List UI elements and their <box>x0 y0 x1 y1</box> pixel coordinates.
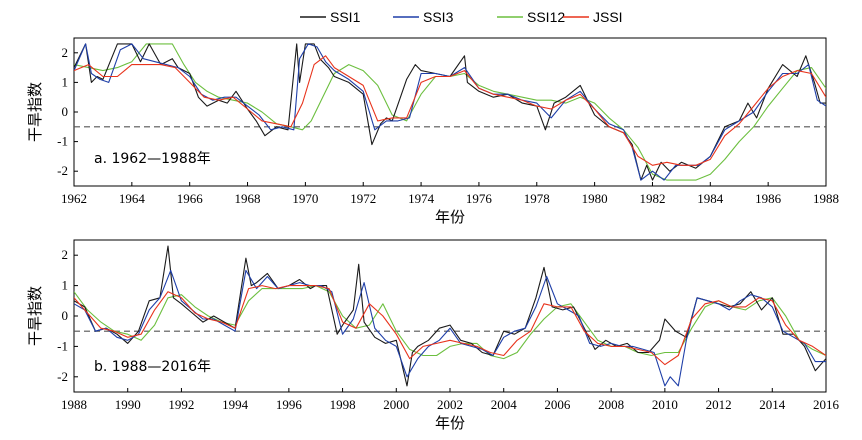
panel-title: b. 1988—2016年 <box>94 359 211 375</box>
x-tick-label: 1968 <box>235 191 261 206</box>
x-tick-label: 2012 <box>706 397 732 412</box>
y-tick-label: -2 <box>57 369 68 384</box>
x-axis-label: 年份 <box>435 414 465 432</box>
x-axis-label: 年份 <box>435 208 465 226</box>
x-tick-label: 1992 <box>168 397 194 412</box>
x-tick-label: 1964 <box>119 191 146 206</box>
x-tick-label: 1990 <box>115 397 141 412</box>
legend-label-ssi1: SSI1 <box>330 9 361 25</box>
x-tick-label: 2004 <box>491 397 518 412</box>
x-tick-label: 1966 <box>177 191 204 206</box>
series-line-jssi <box>74 285 826 366</box>
x-tick-label: 1982 <box>639 191 665 206</box>
x-tick-label: 2010 <box>652 397 678 412</box>
series-line-jssi <box>74 55 826 166</box>
x-tick-label: 1998 <box>330 397 356 412</box>
x-tick-label: 2006 <box>544 397 571 412</box>
x-tick-label: 1962 <box>61 191 87 206</box>
series-line-ssi12 <box>74 285 826 360</box>
series-line-ssi3 <box>74 269 826 387</box>
x-tick-label: 1970 <box>292 191 318 206</box>
x-tick-label: 2016 <box>813 397 840 412</box>
x-tick-label: 1976 <box>466 191 493 206</box>
panel-a: 1962 1964 1966 1968 1970 1972 1974 1976 1978 1980… <box>26 37 839 226</box>
x-tick-label: 2014 <box>759 397 786 412</box>
y-tick-label: 2 <box>62 247 69 262</box>
y-tick-label: 2 <box>62 45 69 60</box>
legend-label-ssi12: SSI12 <box>527 9 565 25</box>
y-tick-label: -2 <box>57 163 68 178</box>
panel-title: a. 1962—1988年 <box>94 151 211 167</box>
y-axis-label: 干旱指数 <box>26 82 44 142</box>
x-tick-label: 1994 <box>222 397 249 412</box>
y-tick-label: 1 <box>62 278 69 293</box>
y-tick-label: 1 <box>62 74 69 89</box>
x-tick-label: 1974 <box>408 191 435 206</box>
legend-label-ssi3: SSI3 <box>423 9 454 25</box>
y-tick-label: -1 <box>57 134 68 149</box>
panel-b: 1988 1990 1992 1994 1996 1998 2000 2002 2004 2006… <box>26 239 840 432</box>
y-axis-label: 干旱指数 <box>26 286 44 346</box>
x-tick-label: 2002 <box>437 397 463 412</box>
x-tick-label: 1984 <box>697 191 724 206</box>
x-tick-label: 2000 <box>383 397 409 412</box>
y-tick-label: -1 <box>57 338 68 353</box>
x-tick-label: 1978 <box>524 191 550 206</box>
y-tick-label: 0 <box>62 104 69 119</box>
x-tick-label: 1980 <box>582 191 608 206</box>
x-tick-label: 1986 <box>755 191 782 206</box>
legend-label-jssi: JSSI <box>593 9 623 25</box>
x-tick-label: 1972 <box>350 191 376 206</box>
x-tick-label: 1988 <box>813 191 839 206</box>
x-tick-label: 1996 <box>276 397 303 412</box>
x-tick-label: 2008 <box>598 397 624 412</box>
legend: SSI1 SSI3 SSI12 JSSI <box>300 9 623 25</box>
x-tick-label: 1988 <box>61 397 87 412</box>
y-tick-label: 0 <box>62 308 69 323</box>
